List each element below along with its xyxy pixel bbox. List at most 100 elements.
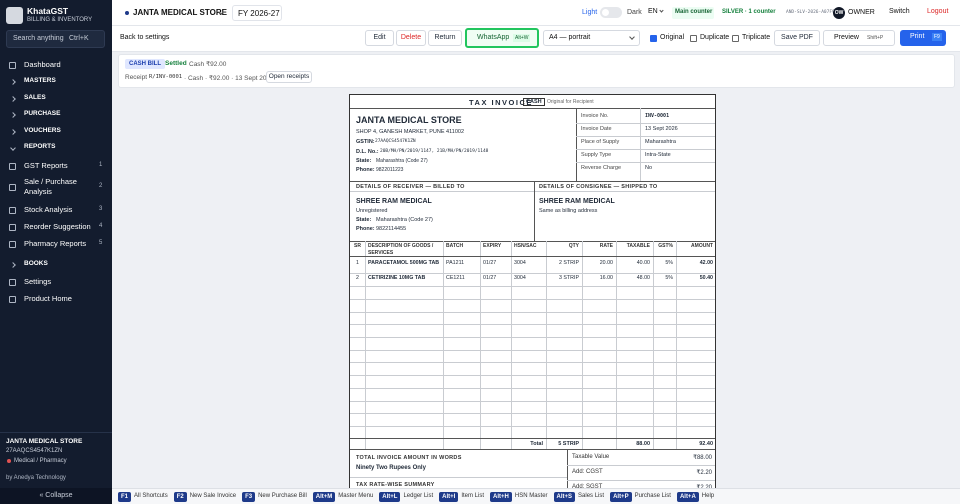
- back-button[interactable]: Back to settings: [120, 34, 170, 41]
- fy-label: FY 2026-27: [238, 9, 280, 18]
- nav-item[interactable]: REPORTS: [24, 143, 56, 150]
- seller-address: SHOP 4, GANESH MARKET, PUNE 411002: [356, 129, 465, 135]
- receipt-detail: · Cash · ₹92.00 · 13 Sept 2026: [184, 75, 274, 82]
- rule: [350, 362, 715, 363]
- report-link[interactable]: Stock Analysis: [24, 205, 73, 214]
- report-link[interactable]: Reorder Suggestion: [24, 222, 91, 231]
- rule: [676, 241, 677, 449]
- table-cell: 01/27: [483, 275, 497, 281]
- language-select[interactable]: EN: [648, 8, 658, 15]
- chevron: [10, 96, 16, 102]
- shortcut-label[interactable]: Sales List: [578, 493, 605, 499]
- checkbox-original[interactable]: [650, 35, 657, 42]
- meta-label: Place of Supply: [581, 139, 620, 145]
- shortcut-key[interactable]: Alt+L: [379, 492, 401, 502]
- rule: [582, 241, 583, 449]
- theme-dark[interactable]: Dark: [627, 9, 642, 16]
- rule: [350, 324, 715, 325]
- top-bar: JANTA MEDICAL STORE FY 2026-27 Light Dark EN…: [112, 0, 960, 26]
- rule: [350, 256, 715, 257]
- shortcut-key[interactable]: Alt+M: [312, 492, 336, 502]
- checkbox-triplicate[interactable]: [732, 35, 739, 42]
- shortcut-key[interactable]: F1: [118, 492, 132, 502]
- report-link[interactable]: GST Reports: [24, 161, 68, 170]
- checkbox-label[interactable]: Triplicate: [742, 34, 771, 41]
- consignee-name: SHREE RAM MEDICAL: [539, 198, 615, 205]
- edit-button[interactable]: Edit: [365, 30, 394, 46]
- status-card: CASH BILL Settled Cash ₹92.00 Receipt R/INV-…: [118, 54, 955, 88]
- rule: [350, 299, 715, 300]
- nav-item[interactable]: Product Home: [24, 294, 72, 303]
- save-pdf-button[interactable]: Save PDF: [774, 30, 820, 46]
- report-link[interactable]: Pharmacy Reports: [24, 239, 87, 248]
- totals-label: Taxable Value: [572, 454, 610, 460]
- switch-button[interactable]: Switch: [889, 8, 910, 15]
- report-link[interactable]: Sale / Purchase Analysis: [24, 177, 77, 196]
- table-cell: PA1211: [446, 260, 465, 266]
- shortcut-label[interactable]: Ledger List: [403, 493, 434, 499]
- paper-select[interactable]: A4 — portrait: [543, 30, 640, 46]
- rule: [350, 438, 715, 439]
- nav-icon: [9, 279, 16, 286]
- nav-item[interactable]: Settings: [24, 277, 52, 286]
- seller-name: JANTA MEDICAL STORE: [356, 115, 462, 125]
- shortcut-key[interactable]: Alt+A: [676, 492, 699, 502]
- total-taxable: 88.00: [636, 441, 650, 447]
- table-cell: 48.00: [636, 275, 650, 281]
- chevron: [10, 129, 16, 135]
- user-name[interactable]: OWNER: [848, 9, 875, 16]
- table-cell: CETIRIZINE 10MG TAB: [368, 275, 426, 281]
- shortcut-key[interactable]: F3: [242, 492, 256, 502]
- return-button[interactable]: Return: [428, 30, 462, 46]
- theme-toggle[interactable]: [600, 7, 622, 18]
- receiver-state: Maharashtra (Code 27): [376, 217, 433, 223]
- checkbox-duplicate[interactable]: [690, 35, 697, 42]
- shortcut-label[interactable]: All Shortcuts: [134, 493, 168, 499]
- shortcut-key[interactable]: Alt+S: [553, 492, 576, 502]
- shortcut-label[interactable]: Help: [701, 493, 715, 499]
- checkbox-label[interactable]: Duplicate: [700, 34, 730, 41]
- shortcut-label[interactable]: New Sale Invoice: [189, 493, 237, 499]
- shortcut-key[interactable]: F2: [173, 492, 187, 502]
- shortcut-label[interactable]: New Purchase Bill: [258, 493, 307, 499]
- shortcut-label[interactable]: HSN Master: [514, 493, 548, 499]
- collapse-button[interactable]: « Collapse: [39, 492, 73, 499]
- collapse-bar[interactable]: « Collapse: [0, 488, 112, 504]
- company-switcher[interactable]: JANTA MEDICAL STORE: [133, 8, 227, 17]
- nav-item[interactable]: Dashboard: [24, 60, 61, 69]
- company-dot: [125, 11, 129, 15]
- rule: [350, 388, 715, 389]
- whatsapp-button[interactable]: WhatsApp Alt+W: [465, 28, 539, 48]
- table-header: TAXABLE: [626, 243, 650, 249]
- search-box[interactable]: Search anything Ctrl+K: [6, 30, 105, 48]
- theme-light[interactable]: Light: [582, 9, 598, 16]
- shortcut-key[interactable]: Alt+P: [610, 492, 632, 502]
- plan: SILVER · 1 counter: [722, 9, 776, 15]
- shortcut-key[interactable]: Alt+I: [439, 492, 459, 502]
- shortcut-label[interactable]: Purchase List: [634, 493, 671, 499]
- company-type-dot: [7, 459, 11, 463]
- invoice-sheet: TAX INVOICE CASH Original for Recipient JAN…: [349, 94, 716, 504]
- nav-item[interactable]: BOOKS: [24, 260, 48, 267]
- nav-item[interactable]: PURCHASE: [24, 110, 61, 117]
- nav-item[interactable]: VOUCHERS: [24, 127, 61, 134]
- rule: [350, 191, 715, 192]
- nav-item[interactable]: MASTERS: [24, 77, 56, 84]
- shortcut-label[interactable]: Item List: [461, 493, 485, 499]
- rule: [365, 241, 366, 449]
- words-heading: TOTAL INVOICE AMOUNT IN WORDS: [356, 455, 462, 461]
- print-button[interactable]: Print F9: [900, 30, 946, 46]
- shortcut-key[interactable]: Alt+H: [490, 492, 512, 502]
- delete-button[interactable]: Delete: [396, 30, 426, 46]
- receiver-heading: DETAILS OF RECEIVER — BILLED TO: [356, 184, 465, 190]
- counter-badge: Main counter: [672, 7, 714, 19]
- table-cell: 2 STRIP: [558, 260, 579, 266]
- fy-selector[interactable]: FY 2026-27: [232, 5, 282, 21]
- preview-button[interactable]: Preview Shift+P: [823, 30, 895, 46]
- total-qty: 5 STRIP: [558, 441, 579, 447]
- nav-item[interactable]: SALES: [24, 94, 46, 101]
- shortcut-label[interactable]: Master Menu: [338, 493, 374, 499]
- open-receipts-button[interactable]: Open receipts: [266, 71, 312, 83]
- logout-button[interactable]: Logout: [927, 8, 949, 15]
- checkbox-label[interactable]: Original: [660, 34, 685, 41]
